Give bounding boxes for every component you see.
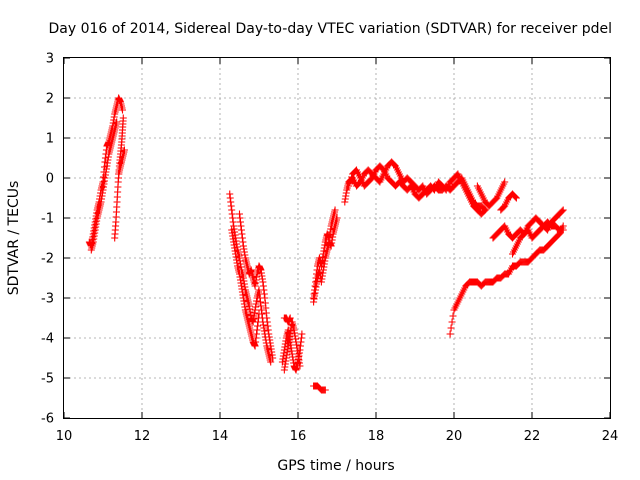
- y-tick-label: 1: [46, 132, 54, 147]
- x-axis-label: GPS time / hours: [277, 458, 394, 474]
- data-point: [446, 330, 454, 338]
- data-point: [120, 146, 128, 154]
- data-point: [559, 206, 567, 214]
- x-tick-label: 22: [524, 429, 541, 444]
- x-tick-label: 24: [602, 429, 619, 444]
- y-axis-tick-labels: -6 -5 -4 -3 -2 -1 0 1 2 3: [41, 52, 54, 427]
- data-point: [448, 318, 456, 326]
- data-point: [345, 182, 353, 190]
- y-tick-label: -3: [41, 292, 54, 307]
- data-point: [449, 312, 457, 320]
- data-point: [269, 354, 277, 362]
- y-tick-label: -5: [41, 372, 54, 387]
- x-tick-label: 10: [56, 429, 73, 444]
- y-tick-label: 2: [46, 92, 54, 107]
- data-point: [501, 178, 509, 186]
- data-point: [511, 193, 519, 201]
- y-tick-label: -4: [41, 332, 54, 347]
- x-tick-label: 12: [134, 429, 151, 444]
- plot-area-frame: [63, 57, 611, 419]
- data-point: [346, 179, 354, 187]
- y-tick-label: -6: [41, 412, 54, 427]
- y-tick-label: 0: [46, 172, 54, 187]
- data-point: [267, 358, 275, 366]
- y-tick-label: -2: [41, 252, 54, 267]
- data-point: [119, 106, 126, 114]
- data-points: [85, 94, 567, 394]
- chart-title: Day 016 of 2014, Sidereal Day-to-day VTE…: [49, 21, 613, 37]
- data-point: [347, 176, 355, 184]
- data-point: [296, 362, 304, 370]
- data-point: [558, 207, 566, 215]
- y-axis-label: SDTVAR / TECUs: [6, 181, 22, 296]
- data-point: [348, 173, 356, 181]
- axis-ticks: [63, 57, 611, 419]
- y-tick-label: 3: [46, 52, 54, 67]
- data-point: [255, 310, 263, 318]
- data-point: [113, 118, 121, 126]
- grid-lines: [64, 58, 610, 418]
- data-point: [481, 206, 489, 214]
- data-point: [119, 114, 127, 122]
- data-point: [321, 386, 329, 394]
- data-point: [480, 207, 488, 215]
- x-tick-label: 14: [212, 429, 229, 444]
- x-tick-label: 16: [290, 429, 307, 444]
- data-point: [559, 226, 567, 234]
- data-point: [298, 330, 306, 338]
- data-point: [331, 206, 339, 214]
- y-tick-label: -1: [41, 212, 54, 227]
- data-point: [447, 324, 455, 332]
- x-axis-tick-labels: 10 12 14 16 18 20 22 24: [56, 429, 619, 444]
- x-tick-label: 20: [446, 429, 463, 444]
- x-tick-label: 18: [368, 429, 385, 444]
- data-point: [286, 314, 294, 322]
- data-point: [512, 194, 520, 202]
- data-point: [333, 214, 341, 222]
